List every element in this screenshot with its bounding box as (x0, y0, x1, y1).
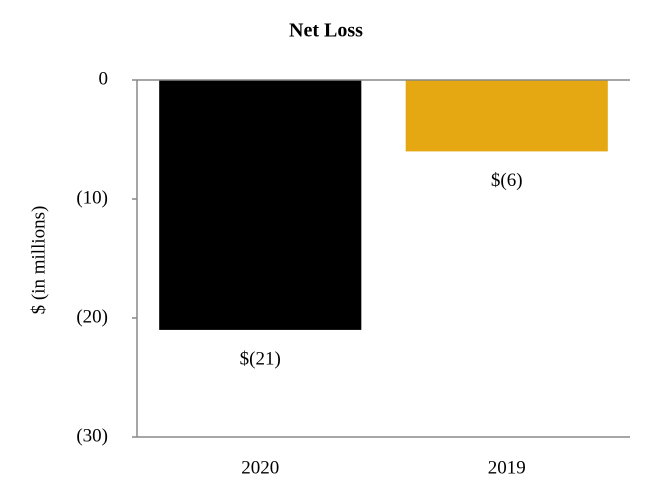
y-tick-label: 0 (99, 68, 109, 89)
x-tick-label: 2020 (241, 457, 279, 478)
bar (159, 80, 362, 330)
bar (405, 80, 608, 152)
chart-title: Net Loss (289, 20, 363, 42)
value-label: $(6) (491, 170, 523, 191)
y-axis-label: $ (in millions) (28, 206, 49, 315)
x-tick-label: 2019 (488, 457, 526, 478)
y-tick-label: (20) (76, 306, 108, 327)
y-tick-label: (30) (76, 425, 108, 446)
value-label: $(21) (240, 348, 281, 369)
y-tick-label: (10) (76, 187, 108, 208)
